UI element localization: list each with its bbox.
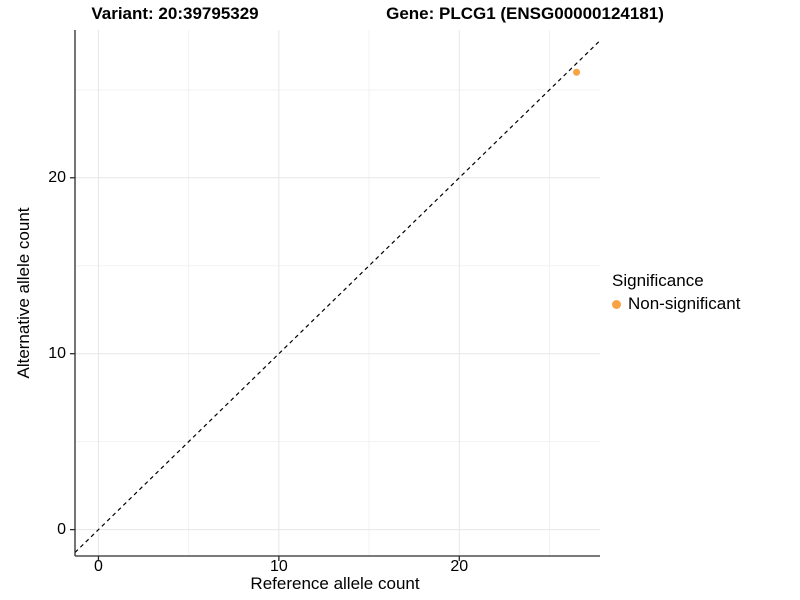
x-tick-label: 10: [269, 558, 288, 575]
x-axis-title: Reference allele count: [250, 574, 420, 593]
x-tick-label: 0: [94, 558, 103, 575]
x-tick-label: 20: [450, 558, 469, 575]
orange-dot-icon: [612, 299, 621, 309]
legend-title: Significance: [612, 271, 704, 290]
y-tick-label: 20: [48, 168, 66, 186]
variant-title: Variant: 20:39795329: [91, 4, 259, 23]
data-point: [573, 68, 581, 76]
legend-item-label: Non-significant: [628, 294, 741, 313]
legend: Significance Non-significant: [612, 271, 740, 314]
legend-item-non-significant: Non-significant: [612, 294, 740, 314]
identity-dashed-line: [74, 40, 601, 553]
y-axis-title: Alternative allele count: [14, 207, 33, 379]
y-tick-label: 0: [57, 520, 66, 538]
gene-title: Gene: PLCG1 (ENSG00000124181): [386, 4, 664, 23]
y-tick-label: 10: [48, 344, 66, 362]
